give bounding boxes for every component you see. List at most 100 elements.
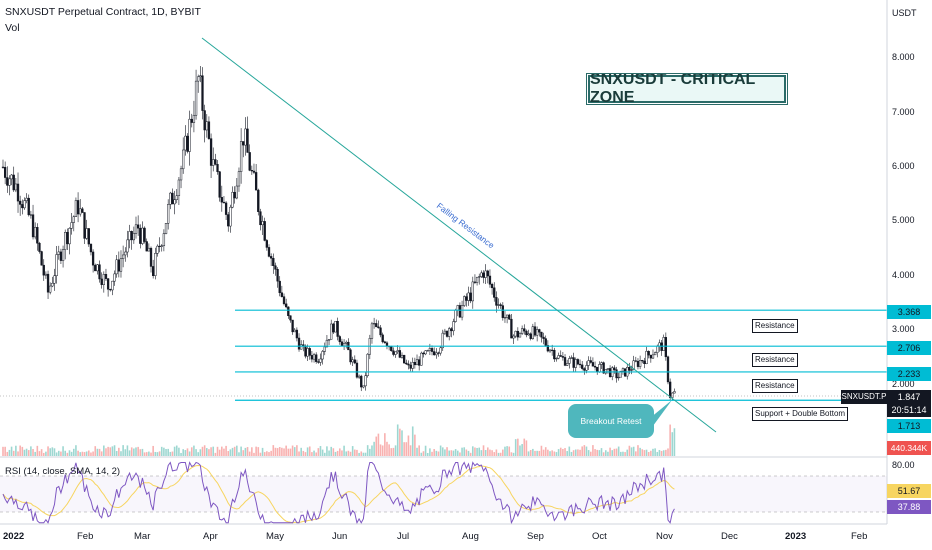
volume-bar: [323, 452, 326, 456]
candle-body: [512, 335, 515, 339]
volume-bar: [414, 434, 416, 456]
candle-body: [173, 199, 176, 205]
candle-body: [145, 241, 148, 252]
volume-bar: [671, 432, 674, 456]
volume-bar: [450, 450, 453, 456]
volume-bar: [345, 451, 348, 456]
volume-bar: [244, 447, 247, 456]
candle-body: [495, 297, 498, 306]
volume-bar: [171, 451, 174, 456]
candle-body: [263, 221, 266, 241]
volume-bar: [491, 450, 493, 456]
candle-body: [649, 354, 652, 359]
volume-bar: [379, 444, 382, 456]
candle-body: [261, 221, 264, 226]
volume-bar: [103, 445, 105, 456]
candle-body: [576, 359, 580, 365]
volume-bar: [579, 449, 581, 456]
volume-bar: [236, 445, 238, 456]
volume-bar: [313, 450, 315, 456]
volume-bar: [296, 445, 298, 456]
volume-bar: [416, 447, 418, 456]
x-tick-label: Jun: [332, 531, 348, 542]
candle-body: [319, 358, 322, 363]
volume-bar: [635, 451, 637, 456]
candle-body: [538, 329, 541, 333]
candle-body: [278, 280, 281, 293]
candle-body: [362, 385, 365, 388]
volume-bar: [411, 426, 414, 456]
volume-bar: [557, 449, 560, 456]
volume-bar: [143, 452, 146, 456]
volume-bar: [216, 446, 219, 456]
candle-body: [94, 264, 97, 272]
volume-bar: [394, 445, 397, 456]
candle-body: [441, 332, 444, 349]
candle-body: [252, 170, 256, 173]
candle-body: [437, 352, 440, 354]
candle-body: [27, 197, 30, 216]
candle-body: [36, 227, 39, 244]
volume-bar: [454, 449, 457, 456]
candle-body: [643, 360, 646, 365]
volume-bar: [495, 449, 498, 456]
candle-body: [364, 375, 367, 387]
candle-body: [666, 356, 670, 383]
candle-body: [327, 339, 331, 341]
candle-body: [392, 350, 395, 355]
volume-bar: [375, 436, 378, 456]
candle-body: [158, 245, 161, 247]
candle-body: [61, 249, 65, 261]
candle-body: [285, 303, 288, 308]
volume-bar: [49, 448, 51, 456]
candle-body: [529, 333, 532, 339]
candle-body: [295, 329, 299, 339]
candle-body: [585, 365, 588, 371]
candle-body: [220, 197, 223, 203]
volume-bar: [298, 451, 300, 456]
volume-bar: [482, 445, 485, 456]
volume-bar: [105, 448, 107, 456]
volume-bar: [628, 445, 631, 456]
volume-bar: [525, 440, 528, 456]
volume-bar: [544, 447, 547, 456]
volume-bar: [469, 452, 472, 456]
volume-bar: [489, 449, 491, 456]
candle-body: [289, 315, 292, 321]
volume-bar: [559, 447, 562, 456]
volume-bar: [637, 445, 639, 456]
volume-bar: [358, 452, 360, 456]
volume-bar: [532, 448, 534, 456]
volume-bar: [420, 452, 423, 456]
candle-body: [167, 204, 170, 224]
candle-body: [68, 228, 71, 245]
volume-bar: [555, 452, 558, 456]
volume-bar: [10, 446, 13, 456]
candle-body: [645, 350, 648, 365]
volume-bar: [334, 451, 337, 456]
volume-bar: [351, 446, 354, 456]
candle-body: [634, 360, 637, 362]
candle-body: [604, 369, 607, 374]
rsi-upper-tick: 80.00: [892, 460, 915, 470]
volume-bar: [201, 446, 204, 456]
candle-body: [566, 363, 569, 366]
candle-body: [231, 191, 234, 208]
x-tick-label: Mar: [134, 531, 151, 542]
candle-body: [501, 305, 504, 318]
volume-bar: [291, 445, 294, 456]
x-tick-label: Oct: [592, 531, 607, 542]
volume-bar: [512, 452, 515, 456]
candle-body: [557, 355, 560, 359]
candle-body: [570, 357, 573, 359]
candle-body: [199, 75, 202, 78]
candle-body: [628, 366, 631, 371]
candle-body: [304, 345, 307, 357]
candle-body: [662, 337, 665, 351]
volume-bar: [266, 451, 268, 456]
volume-bar: [120, 451, 122, 456]
candle-body: [10, 174, 13, 180]
rsi-line: [2, 461, 675, 525]
candle-body: [218, 171, 221, 198]
volume-bar: [424, 445, 427, 456]
